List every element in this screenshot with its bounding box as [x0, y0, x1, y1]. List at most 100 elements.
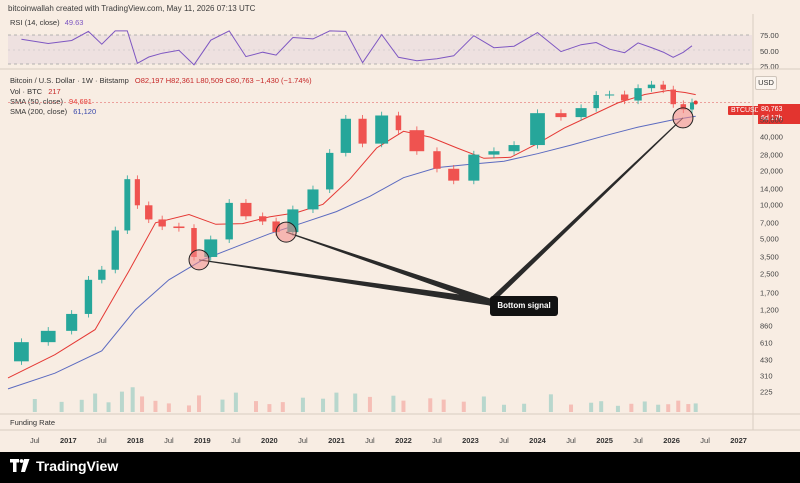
price-candle: [634, 88, 642, 101]
price-candle: [508, 145, 520, 152]
price-candle: [14, 342, 29, 362]
volume-bar: [59, 401, 64, 412]
price-candle: [191, 228, 197, 257]
price-candle: [593, 95, 599, 109]
rsi-line: [21, 30, 693, 66]
volume-bar: [119, 391, 124, 412]
volume-bar: [441, 399, 446, 412]
price-candle: [530, 113, 545, 146]
price-candle: [145, 205, 153, 220]
time-tick-label: Jul: [633, 436, 643, 445]
volume-bar: [79, 399, 84, 412]
bottom-signal-callout: Bottom signal: [490, 296, 558, 316]
price-candle: [647, 84, 656, 89]
volume-bar: [321, 398, 326, 412]
price-candle: [340, 118, 351, 153]
rsi-tick-50: 50.00: [760, 47, 779, 56]
bar-countdown: 6d 17h: [761, 115, 783, 122]
volume-bar: [401, 400, 406, 412]
volume-bar: [642, 401, 647, 412]
price-candle: [660, 84, 666, 90]
price-candle: [124, 179, 131, 231]
legend-sma200-value: 61,120: [73, 107, 97, 116]
volume-bar: [693, 403, 698, 412]
price-candle: [670, 89, 677, 105]
price-candle: [111, 230, 119, 270]
time-tick-label: 2021: [328, 436, 345, 445]
volume-bar: [615, 405, 620, 412]
rsi-label: RSI (14, close) 49.63: [10, 18, 83, 27]
time-tick-label: Jul: [231, 436, 241, 445]
price-tick-label: 5,000: [760, 234, 779, 244]
chart-frame: bitcoinwallah created with TradingView.c…: [0, 0, 800, 452]
time-tick-label: Jul: [432, 436, 442, 445]
tradingview-wordmark: TradingView: [36, 458, 119, 474]
volume-bar: [334, 392, 339, 412]
time-tick-label: 2024: [529, 436, 546, 445]
volume-bar: [461, 401, 466, 412]
price-candle: [287, 209, 299, 233]
time-tick-label: Jul: [30, 436, 40, 445]
signal-pointer-2: [285, 231, 491, 306]
legend-sma50-row: SMA (50, close) 94,691: [10, 97, 92, 106]
volume-bar: [153, 400, 158, 412]
volume-bar: [686, 404, 691, 412]
volume-bar: [656, 404, 661, 412]
volume-bar: [589, 402, 594, 412]
time-tick-label: 2020: [261, 436, 278, 445]
volume-bar: [548, 394, 553, 412]
price-candle: [66, 313, 78, 331]
volume-bar: [233, 392, 238, 412]
volume-bar: [428, 398, 433, 412]
price-candle: [689, 102, 695, 110]
volume-bar: [166, 403, 171, 412]
price-tick-label: 430: [760, 355, 773, 365]
price-tick-label: 40,000: [760, 132, 783, 142]
time-tick-label: Jul: [164, 436, 174, 445]
time-tick-label: Jul: [566, 436, 576, 445]
volume-bar: [367, 396, 372, 412]
bottom-signal-marker-2: [275, 221, 297, 243]
price-candle: [448, 168, 460, 181]
last-price-box: 80,763 6d 17h: [758, 104, 800, 124]
price-candle: [433, 151, 441, 169]
volume-bar: [666, 404, 671, 412]
rsi-tick-75: 75.00: [760, 31, 779, 40]
time-tick-label: 2023: [462, 436, 479, 445]
volume-bar: [140, 396, 145, 412]
price-candle: [272, 221, 280, 233]
ticker-tag: BTCUSD: [728, 106, 763, 115]
price-candle: [555, 113, 567, 118]
price-tick-label: 28,000: [760, 150, 783, 160]
volume-bar: [106, 402, 111, 412]
volume-bar: [93, 393, 98, 412]
volume-bar: [280, 402, 285, 412]
bottom-signal-marker-3: [672, 107, 694, 129]
chart-credit: bitcoinwallah created with TradingView.c…: [8, 4, 256, 13]
price-candle: [240, 202, 252, 217]
volume-bar: [220, 399, 225, 412]
volume-bar: [353, 393, 358, 412]
rsi-value: 49.63: [64, 18, 84, 27]
legend-sma200-label: SMA (200, close): [10, 107, 68, 116]
tradingview-logo: TradingView: [10, 458, 118, 474]
price-tick-label: 860: [760, 321, 773, 331]
price-candle: [395, 115, 402, 131]
price-chart: [0, 14, 800, 431]
legend-volume-row: Vol · BTC 217: [10, 87, 61, 96]
price-candle: [158, 219, 166, 227]
price-candle: [225, 202, 233, 240]
time-tick-label: 2027: [730, 436, 747, 445]
price-candle: [307, 189, 319, 210]
currency-button[interactable]: USD: [755, 76, 777, 90]
price-candle: [409, 130, 425, 152]
funding-rate-label: Funding Rate: [10, 418, 56, 427]
volume-bar: [267, 404, 272, 412]
time-tick-label: Jul: [365, 436, 375, 445]
sma50-line: [7, 89, 696, 379]
time-tick-label: Jul: [700, 436, 710, 445]
price-tick-label: 310: [760, 371, 773, 381]
price-tick-label: 2,500: [760, 269, 779, 279]
price-tick-label: 56,000: [760, 115, 783, 125]
time-tick-label: 2017: [59, 436, 77, 445]
